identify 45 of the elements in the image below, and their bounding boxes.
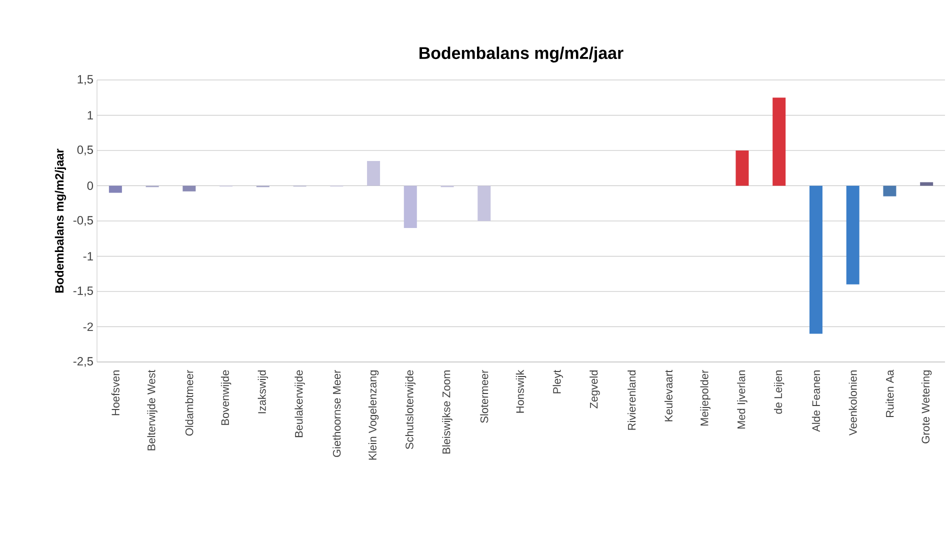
y-axis-title: Bodembalans mg/m2/jaar — [54, 148, 66, 293]
x-tick-label: Slotermeer — [480, 370, 488, 423]
x-tick-label: Med Ijverlan — [737, 370, 748, 429]
bar — [367, 161, 380, 186]
y-tick-label: 0,5 — [77, 146, 93, 156]
chart-title: Bodembalans mg/m2/jaar — [420, 46, 624, 62]
x-tick-label: Zegveld — [590, 370, 600, 408]
x-tick-label: Belterwijde West — [147, 370, 158, 450]
x-tick-label: Veenkolonien — [848, 370, 857, 436]
x-tick-label: Honswijk — [516, 370, 526, 413]
bar — [846, 186, 860, 284]
y-tick-label: -0,5 — [73, 216, 93, 226]
y-tick-label: 0 — [87, 182, 94, 190]
x-tick-label: Izakswijd — [258, 370, 268, 414]
bar — [182, 186, 196, 192]
bar — [920, 182, 934, 186]
x-tick-label: Ruiten Aa — [886, 370, 894, 417]
bar — [772, 98, 786, 186]
x-tick-label: Giethoornse Meer — [332, 370, 341, 457]
bar — [404, 186, 417, 228]
bar — [478, 186, 491, 221]
x-tick-label: Klein Vogelenzang — [368, 370, 379, 460]
x-tick-label: Oldambtmeer — [185, 370, 194, 436]
x-tick-label: Meijepolder — [700, 370, 710, 426]
bar — [736, 150, 749, 186]
y-tick-label: -1 — [83, 252, 93, 260]
x-tick-label: Beulakerwijde — [294, 370, 305, 438]
x-tick-label: Keulevaart — [664, 370, 673, 422]
x-tick-label: Hoefsven — [111, 370, 120, 416]
x-tick-label: Bleiswijkse Zoom — [442, 370, 452, 454]
bar — [108, 186, 122, 193]
x-tick-label: de Leijen — [774, 370, 784, 414]
x-tick-label: Rivierenland — [628, 370, 636, 430]
x-tick-label: Schutsloterwijde — [405, 370, 416, 450]
y-tick-label: 1,5 — [78, 75, 93, 85]
bar — [809, 186, 822, 334]
bar — [883, 186, 896, 196]
y-tick-label: -1,5 — [73, 286, 93, 296]
x-tick-label: Alde Feanen — [812, 370, 820, 432]
x-tick-label: Bovenwijde — [220, 370, 232, 425]
x-tick-label: Grote Wetering — [921, 370, 932, 444]
y-tick-label: 1 — [88, 111, 93, 120]
x-tick-label: Pleyt — [552, 370, 563, 394]
y-tick-label: -2 — [83, 322, 93, 331]
y-tick-label: -2,5 — [73, 357, 93, 367]
